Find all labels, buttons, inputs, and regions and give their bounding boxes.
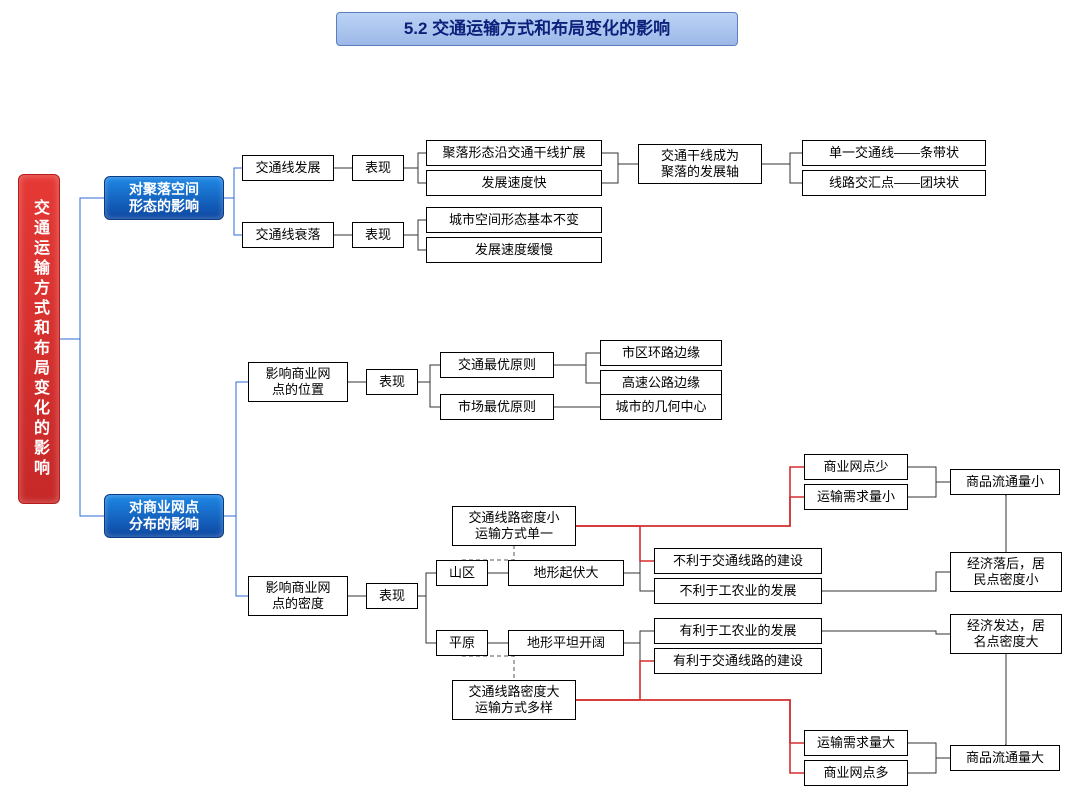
edge: [224, 516, 248, 596]
edge: [602, 153, 638, 164]
node-n_yes_line: 有利于交通线路的建设: [654, 648, 822, 674]
node-n_eco_high: 经济发达，居名点密度大: [950, 614, 1062, 654]
edge: [908, 482, 950, 497]
node-n_no_line: 不利于交通线路的建设: [654, 548, 822, 574]
edge: [418, 382, 440, 407]
edge: [462, 656, 514, 680]
edge: [762, 164, 802, 183]
node-n_center: 城市的几何中心: [600, 394, 722, 420]
node-n_mount: 山区: [436, 560, 488, 586]
edge: [624, 561, 654, 573]
node-n_block: 线路交汇点——团块状: [802, 170, 986, 196]
edge: [60, 339, 104, 516]
edge: [462, 546, 514, 560]
edge: [554, 365, 600, 383]
edge: [418, 365, 440, 382]
node-n_opt_traffic: 交通最优原则: [440, 352, 554, 378]
node-title: 5.2 交通运输方式和布局变化的影响: [336, 12, 738, 46]
node-n_flow_l: 商品流通量大: [950, 745, 1060, 771]
node-n_bx4: 表现: [366, 583, 418, 609]
node-n_loc: 影响商业网点的位置: [248, 362, 348, 402]
edge: [822, 631, 950, 634]
edge: [908, 758, 950, 773]
edge: [1005, 495, 1006, 552]
node-n_plain: 平原: [436, 630, 488, 656]
node-root: 交通运输方式和布局变化的影响: [18, 174, 60, 504]
edge: [224, 168, 242, 198]
edge: [602, 164, 638, 183]
node-n_eco_low: 经济落后，居民点密度小: [950, 552, 1062, 592]
edge: [624, 573, 654, 591]
node-n_flat: 地形平坦开阔: [508, 630, 624, 656]
edge: [418, 596, 436, 643]
node-n_rugged: 地形起伏大: [508, 560, 624, 586]
node-n_dens: 影响商业网点的密度: [248, 576, 348, 616]
edge: [1005, 654, 1006, 745]
edge: [224, 198, 242, 235]
node-n_opt_market: 市场最优原则: [440, 394, 554, 420]
node-n_dev_a: 聚落形态沿交通干线扩展: [426, 140, 602, 166]
edge: [576, 700, 804, 773]
node-n_jl_dec: 交通线衰落: [242, 222, 334, 248]
edge: [624, 631, 654, 643]
node-n_ring: 市区环路边缘: [600, 340, 722, 366]
edge: [576, 526, 654, 561]
node-n_small: 交通线路密度小运输方式单一: [452, 506, 576, 546]
node-n_bx3: 表现: [366, 369, 418, 395]
node-n_demand_l: 运输需求量大: [804, 730, 908, 756]
node-n_many: 商业网点多: [804, 760, 908, 786]
node-n_jl_dev: 交通线发展: [242, 155, 334, 181]
node-n_flow_s: 商品流通量小: [950, 469, 1060, 495]
edge: [576, 467, 804, 526]
edge: [576, 700, 804, 743]
node-hub2: 对商业网点分布的影响: [104, 494, 224, 538]
edge: [554, 353, 600, 365]
edge: [908, 467, 950, 482]
edge: [576, 661, 654, 700]
edge: [418, 573, 436, 596]
edge: [404, 168, 426, 183]
node-n_large: 交通线路密度大运输方式多样: [452, 680, 576, 720]
edge: [908, 743, 950, 758]
node-n_dec_b: 发展速度缓慢: [426, 237, 602, 263]
node-n_strip: 单一交通线——条带状: [802, 140, 986, 166]
edge: [762, 153, 802, 164]
edge: [576, 497, 804, 526]
node-n_no_ind: 不利于工农业的发展: [654, 578, 822, 604]
node-n_yes_ind: 有利于工农业的发展: [654, 618, 822, 644]
node-n_demand_s: 运输需求量小: [804, 484, 908, 510]
node-n_axis: 交通干线成为聚落的发展轴: [638, 144, 762, 184]
node-n_highway: 高速公路边缘: [600, 370, 722, 396]
node-n_few: 商业网点少: [804, 454, 908, 480]
edge: [404, 153, 426, 168]
node-n_dec_a: 城市空间形态基本不变: [426, 207, 602, 233]
edge: [822, 572, 950, 591]
edge: [624, 643, 654, 661]
node-n_dev_b: 发展速度快: [426, 170, 602, 196]
node-n_bx2: 表现: [352, 222, 404, 248]
edge: [404, 235, 426, 250]
node-hub1: 对聚落空间形态的影响: [104, 176, 224, 220]
edge: [224, 382, 248, 516]
edge: [404, 220, 426, 235]
edge: [60, 198, 104, 339]
node-n_bx1: 表现: [352, 155, 404, 181]
